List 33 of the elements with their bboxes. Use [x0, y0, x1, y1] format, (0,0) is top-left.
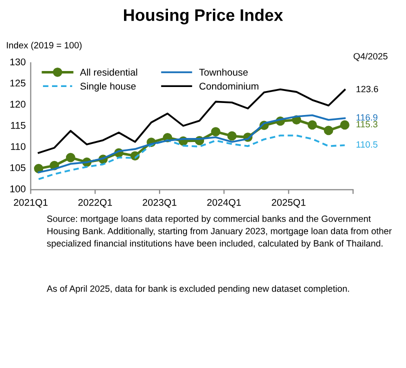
y-tick-label: 125 — [10, 80, 26, 87]
point — [324, 126, 334, 136]
y-axis-title: Index (2019 = 100) — [6, 42, 82, 50]
text: Q4/2025 — [354, 52, 388, 62]
point — [66, 152, 76, 162]
y-tick-label: 115 — [11, 122, 26, 129]
data-label: 110.5 — [356, 141, 378, 148]
x-tick-label: 2025Q1 — [272, 198, 306, 208]
legend-label: Single house — [80, 82, 136, 92]
point — [227, 131, 237, 141]
x-tick-label: 2021Q1 — [14, 198, 48, 208]
legend-label: Condominium — [199, 82, 258, 90]
x-tick-label: 2022Q1 — [78, 198, 112, 208]
text: As of April 2025, data for bank is excluded pending new dataset completion. — [46, 285, 349, 294]
point — [308, 120, 317, 130]
y-tick-label: 100 — [10, 185, 26, 192]
point — [211, 127, 220, 136]
legend-label: All residential — [80, 68, 138, 76]
y-tick-label: 120 — [10, 100, 26, 108]
data-label: 123.6 — [356, 86, 378, 92]
source-note: Source: mortgage loans data reported by commercial banks and the Government Housing Bank. Additionally, starting from January 2023, mortgage loan data from other specialized financial institutions have been included, calculated by Bank of Thailand. — [46, 215, 392, 248]
chart-title: Housing Price Index — [124, 8, 283, 24]
legend-label: Townhouse — [199, 68, 248, 76]
data-label: 116.9 — [356, 114, 378, 121]
data-label: 115.3 — [356, 120, 378, 128]
y-tick-label: 130 — [10, 58, 26, 66]
point — [340, 120, 350, 130]
x-tick-label: 2024Q1 — [207, 198, 241, 208]
x-tick-label: 2023Q1 — [142, 198, 176, 208]
line-series — [38, 134, 346, 180]
y-tick-label: 105 — [10, 164, 26, 172]
point — [34, 164, 44, 174]
y-tick-label: 110 — [11, 143, 26, 150]
